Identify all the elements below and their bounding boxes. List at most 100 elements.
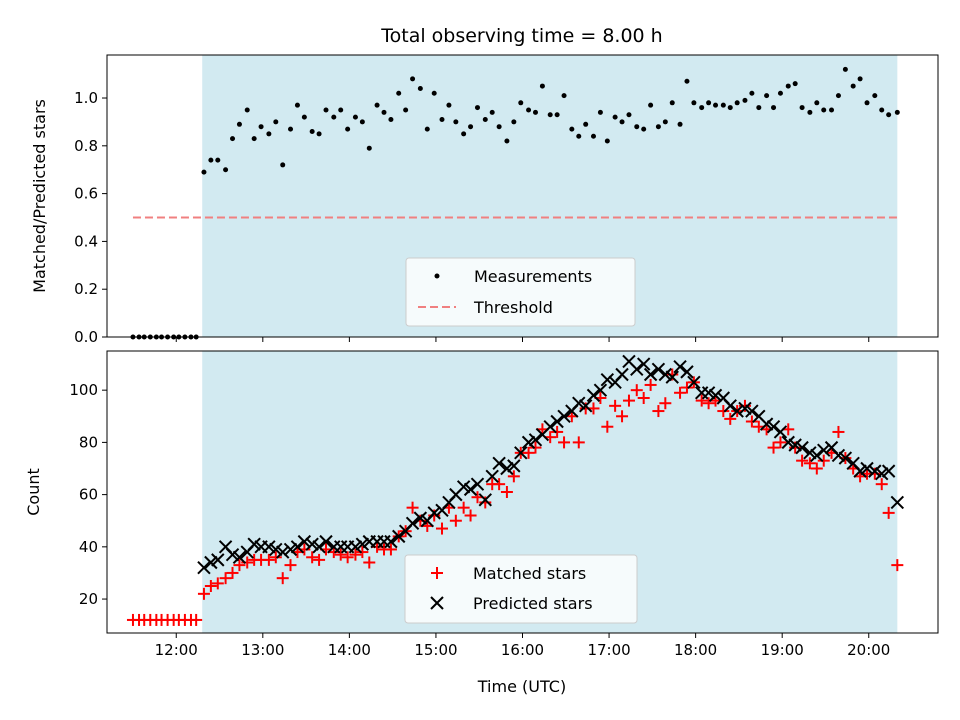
- measurement-point: [388, 117, 394, 123]
- measurement-point: [273, 119, 279, 125]
- matched-star-point: [313, 553, 326, 566]
- measurement-point: [482, 117, 488, 123]
- count-legend-box: [404, 554, 638, 624]
- predicted-star-point: [521, 435, 536, 450]
- predicted-star-point: [211, 553, 225, 567]
- predicted-star-point: [276, 545, 290, 559]
- measurement-point: [301, 114, 307, 120]
- measurement-point: [734, 100, 740, 106]
- predicted-star-point: [853, 464, 867, 478]
- x-tick-label: 12:00: [155, 641, 198, 659]
- matched-star-point: [500, 486, 513, 498]
- matched-star-point: [219, 572, 232, 585]
- measurement-point: [518, 100, 524, 106]
- predicted-star-point: [795, 440, 809, 455]
- predicted-star-point: [651, 362, 666, 376]
- measurement-point: [453, 119, 459, 125]
- matched-star-point: [406, 501, 419, 514]
- predicted-star-point: [890, 495, 905, 510]
- predicted-star-point: [636, 357, 651, 371]
- matched-star-point: [891, 559, 904, 572]
- predicted-star-point: [766, 420, 781, 434]
- ratio-legend: Measurements Threshold: [405, 257, 636, 327]
- predicted-star-point: [550, 414, 564, 429]
- predicted-star-point: [730, 404, 744, 418]
- measurement-point: [381, 109, 387, 115]
- matched-star-point: [211, 577, 224, 590]
- x-tick-label: 18:00: [674, 641, 717, 659]
- x-axis-label: Time (UTC): [477, 677, 566, 696]
- measurement-point: [727, 105, 733, 111]
- measurement-point: [489, 109, 495, 115]
- measurement-point: [352, 114, 358, 120]
- predicted-star-point: [868, 464, 882, 478]
- matched-star-point: [572, 436, 585, 449]
- measurement-point: [410, 76, 416, 82]
- measurement-point: [345, 126, 351, 132]
- y-tick-label: 1.0: [74, 89, 98, 107]
- measurement-point: [539, 83, 545, 89]
- predicted-star-point: [355, 537, 370, 551]
- y-tick-label: 40: [79, 538, 98, 556]
- predicted-star-point: [680, 365, 694, 379]
- predicted-star-point: [225, 547, 240, 562]
- predicted-star-point: [788, 438, 802, 452]
- measurement-point: [756, 105, 762, 111]
- predicted-star-point: [658, 367, 673, 382]
- matched-star-point: [204, 580, 217, 592]
- matched-star-point: [558, 436, 571, 449]
- ratio-y-axis-label: Matched/Predicted stars: [30, 99, 49, 293]
- matched-star-point: [356, 546, 369, 559]
- measurement-point: [504, 138, 510, 144]
- measurement-point: [619, 119, 625, 125]
- matched-star-point: [652, 405, 665, 418]
- measurement-point: [208, 157, 214, 163]
- measurement-point: [814, 100, 820, 106]
- measurement-point: [294, 102, 300, 108]
- measurement-point: [612, 114, 618, 120]
- measurement-point: [583, 121, 589, 127]
- predicted-star-point: [586, 388, 601, 403]
- predicted-star-point: [803, 446, 817, 460]
- predicted-star-point: [392, 529, 406, 544]
- measurement-point: [684, 78, 690, 84]
- measurement-point: [316, 131, 322, 137]
- measurement-point: [403, 107, 409, 113]
- matched-star-point: [522, 446, 535, 459]
- predicted-star-point: [463, 482, 478, 497]
- matched-star-point: [384, 543, 397, 556]
- ratio-points: [130, 66, 900, 340]
- measurement-point: [201, 169, 207, 175]
- predicted-star-point: [204, 555, 218, 570]
- predicted-star-point: [305, 537, 319, 551]
- measurement-point: [799, 105, 805, 111]
- predicted-star-point: [262, 540, 276, 554]
- measurement-point: [626, 112, 632, 118]
- measurement-point: [850, 83, 856, 89]
- matched-star-point: [551, 425, 564, 438]
- measurement-point: [590, 133, 596, 139]
- measurement-point: [258, 124, 264, 130]
- predicted-star-point: [738, 401, 752, 416]
- y-tick-label: 0.4: [74, 232, 98, 250]
- predicted-star-point: [615, 367, 629, 382]
- measurement-point: [461, 131, 467, 137]
- predicted-star-point: [557, 409, 571, 423]
- predicted-star-point: [290, 540, 305, 554]
- measurement-point: [468, 124, 474, 130]
- measurement-point: [821, 107, 827, 113]
- measurement-point: [886, 112, 892, 118]
- matched-star-point: [644, 378, 657, 391]
- measurement-point: [829, 107, 835, 113]
- predicted-star-point: [630, 362, 644, 376]
- predicted-star-point: [745, 404, 759, 418]
- matched-star-point: [334, 548, 347, 561]
- measurement-point: [648, 102, 654, 108]
- matched-star-point: [702, 397, 715, 410]
- predicted-star-point: [838, 451, 853, 465]
- predicted-star-point: [600, 373, 615, 387]
- predicted-star-point: [297, 534, 312, 549]
- measurement-point: [547, 112, 553, 118]
- measurement-point: [691, 100, 697, 106]
- predicted-star-point: [723, 399, 737, 413]
